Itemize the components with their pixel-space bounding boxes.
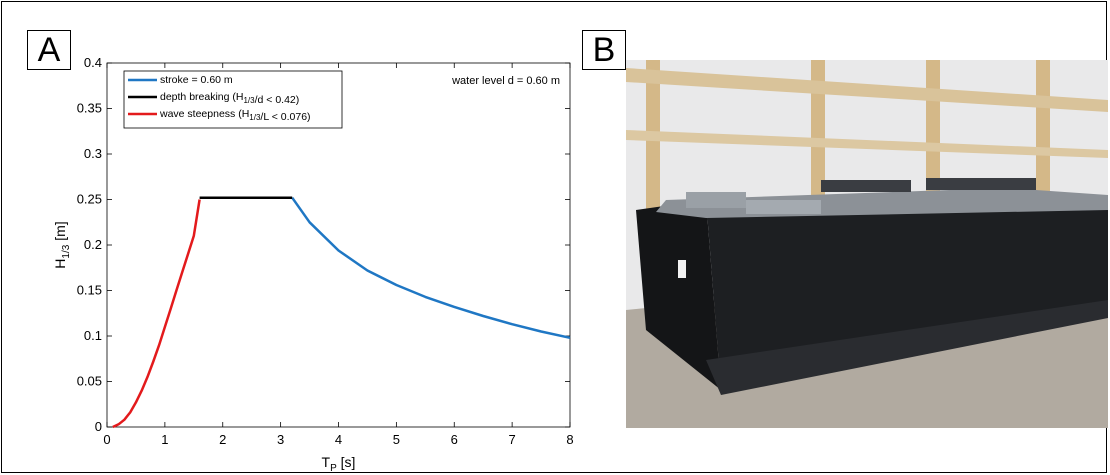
y-axis-label: H1/3 [m] — [52, 221, 72, 268]
photo-actuator — [926, 178, 1036, 190]
photo-box-skirt — [706, 300, 1108, 395]
photo-label-sticker — [678, 260, 686, 278]
x-axis-label-main: T — [322, 454, 331, 470]
legend-entry: depth breaking (H1/3/d < 0.42) — [160, 91, 299, 106]
x-axis-label: TP [s] — [322, 454, 356, 474]
wave-maker-photo — [626, 60, 1108, 428]
x-tick-label: 8 — [566, 432, 573, 447]
y-tick-label: 0.4 — [84, 55, 102, 70]
x-axis-label-unit: [s] — [337, 454, 356, 470]
y-tick-label: 0.25 — [77, 192, 102, 207]
wave-height-chart: 0 1 2 3 4 5 6 7 8 0 0.05 0.1 0.15 0.2 0.25 0.3 0.35 0.4 s… — [52, 55, 574, 474]
series-line-0 — [291, 196, 571, 340]
y-tick-label: 0 — [95, 419, 102, 434]
x-axis-label-sub: P — [330, 463, 337, 474]
x-tick-label: 2 — [219, 432, 226, 447]
x-tick-label: 5 — [393, 432, 400, 447]
panel-label-a: A — [27, 30, 71, 70]
photo-beam — [626, 68, 1108, 112]
water-level-annotation: water level d = 0.60 m — [451, 75, 560, 87]
y-tick-label: 0.05 — [77, 374, 102, 389]
y-tick-label: 0.2 — [84, 237, 102, 252]
y-tick-label: 0.15 — [77, 283, 102, 298]
x-tick-label: 3 — [277, 432, 284, 447]
y-axis-label-unit: [m] — [52, 221, 68, 244]
x-tick-label: 0 — [103, 432, 110, 447]
y-axis-label-sub: 1/3 — [61, 244, 72, 258]
y-tick-label: 0.1 — [84, 328, 102, 343]
x-tick-label: 6 — [451, 432, 458, 447]
x-tick-label: 7 — [509, 432, 516, 447]
wave-maker-photo-drawing — [626, 60, 1108, 428]
legend-entry: stroke = 0.60 m — [160, 74, 233, 86]
photo-box-front — [706, 200, 1108, 390]
legend: stroke = 0.60 m depth breaking (H1/3/d < … — [123, 70, 343, 129]
y-tick-label: 0.3 — [84, 146, 102, 161]
photo-paddle — [746, 200, 821, 214]
photo-box-end — [636, 200, 721, 390]
legend-box — [123, 70, 343, 129]
panel-label-b: B — [582, 30, 626, 70]
y-tick-label: 0.35 — [77, 101, 102, 116]
y-axis-label-main: H — [52, 259, 68, 269]
x-tick-label: 1 — [161, 432, 168, 447]
photo-paddle — [686, 192, 746, 208]
photo-actuator — [821, 180, 911, 192]
x-tick-label: 4 — [335, 432, 342, 447]
photo-beam — [626, 130, 1108, 158]
series-line-2 — [112, 199, 201, 429]
series-layer — [112, 196, 571, 429]
axis-ticks: 0 1 2 3 4 5 6 7 8 0 0.05 0.1 0.15 0.2 0.25 0.3 0.35 0.4 — [77, 55, 574, 447]
legend-entry: wave steepness (H1/3/L < 0.076) — [159, 108, 311, 123]
